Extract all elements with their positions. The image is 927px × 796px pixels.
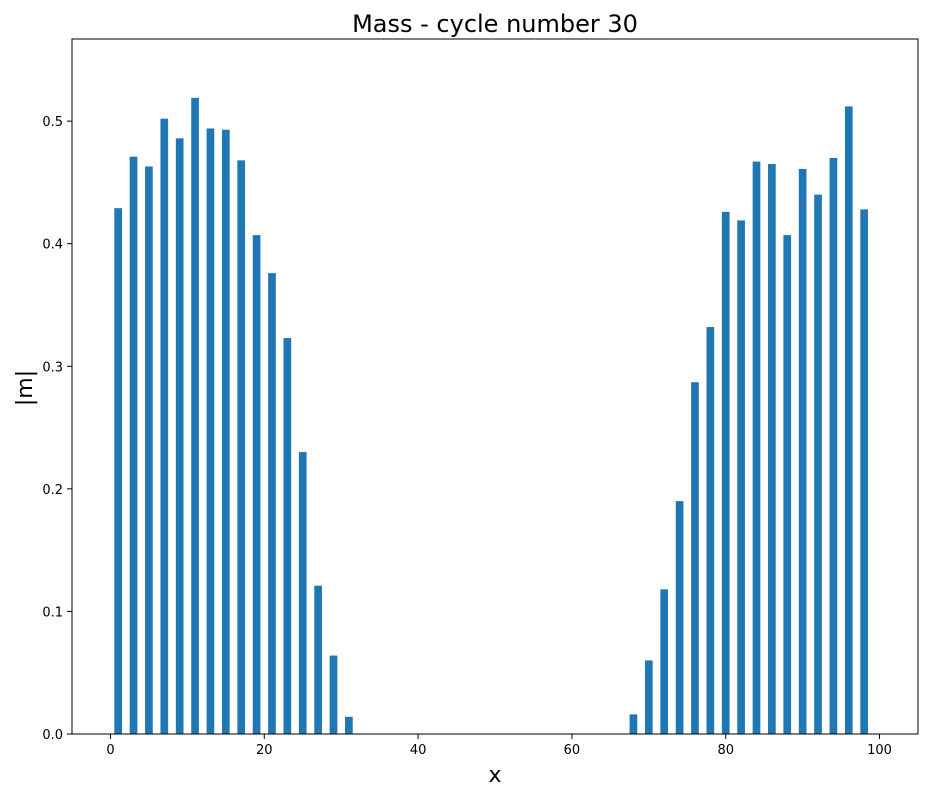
x-tick-label: 60 [564,743,581,758]
plot-frame [71,38,919,735]
bar [798,168,807,734]
bar [314,585,322,734]
bar [145,166,153,735]
x-axis-ticks: 0 20 40 60 80 100 [106,734,892,758]
x-tick-label: 0 [106,743,114,758]
x-axis-label: x [488,763,501,788]
bar [629,714,638,734]
x-tick-label: 100 [867,743,892,758]
bar [752,161,761,734]
bar [675,501,684,734]
x-tick-label: 20 [256,743,273,758]
bar [160,118,169,735]
bar [268,273,276,734]
bar [237,160,246,735]
bar [221,129,230,734]
bar [191,97,199,735]
bar [345,716,353,734]
x-tick-label: 80 [717,743,734,758]
bar [783,235,792,734]
bar [706,327,715,734]
y-axis-ticks: 0.0 0.1 0.2 0.3 0.4 0.5 [42,115,72,743]
bar [329,655,338,734]
bar [175,138,184,735]
bar [844,106,853,735]
bar [298,452,307,734]
y-tick-label: 0.2 [42,483,63,498]
bar [737,220,745,734]
y-tick-label: 0.3 [42,360,63,375]
bar [252,235,261,734]
y-tick-label: 0.4 [42,238,63,253]
bars-group [114,97,869,735]
bar [114,208,122,734]
bar [691,382,699,734]
y-axis-label: |m| [13,370,38,406]
chart-title: Mass - cycle number 30 [352,10,638,38]
bar [644,660,653,734]
y-tick-label: 0.5 [42,115,63,130]
bar [829,157,838,734]
x-tick-label: 40 [410,743,427,758]
bar [660,589,669,734]
bar [768,164,776,734]
y-tick-label: 0.1 [42,605,63,620]
y-tick-label: 0.0 [42,728,63,743]
bar [721,211,730,734]
bar [860,209,869,734]
bar [814,194,822,735]
bar [206,128,215,735]
bar [283,338,292,734]
bar [129,156,138,735]
